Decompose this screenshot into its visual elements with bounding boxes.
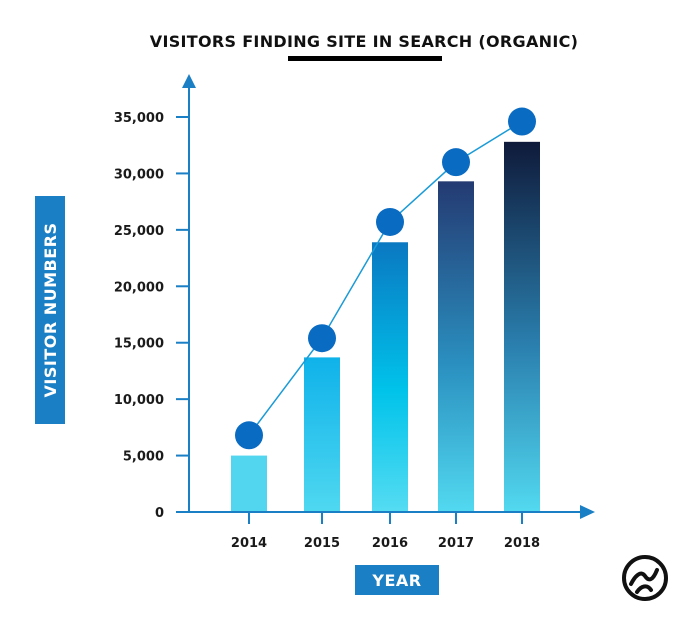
title-underline xyxy=(288,56,442,61)
bar-2018 xyxy=(504,141,540,513)
y-tick-label: 30,000 xyxy=(114,167,164,182)
y-axis-label: VISITOR NUMBERS xyxy=(41,223,60,398)
x-tick-label: 2015 xyxy=(304,536,340,551)
x-axis-label: YEAR xyxy=(371,571,421,590)
x-tick-label: 2016 xyxy=(372,536,408,551)
x-tick-label: 2018 xyxy=(504,536,540,551)
line-point-2017 xyxy=(442,148,470,177)
x-axis-arrow-icon xyxy=(580,505,595,519)
y-tick-label: 20,000 xyxy=(114,280,164,295)
y-tick-label: 5,000 xyxy=(123,450,164,465)
x-tick-label: 2017 xyxy=(438,536,474,551)
y-axis-arrow-icon xyxy=(182,74,196,88)
y-ticks: 0 5,000 10,000 15,000 20,000 25,000 30,000 35,0… xyxy=(114,111,189,521)
bar-2015 xyxy=(304,357,340,512)
y-tick-label: 10,000 xyxy=(114,393,164,408)
y-axis-label-badge: VISITOR NUMBERS xyxy=(35,196,65,424)
line-point-2018 xyxy=(508,107,536,136)
axes xyxy=(182,74,595,519)
bar-2017 xyxy=(438,181,474,513)
y-tick-label: 15,000 xyxy=(114,337,164,352)
y-tick-label: 35,000 xyxy=(114,111,164,126)
bar-group xyxy=(231,141,540,513)
line-point-2015 xyxy=(308,324,336,353)
bar-2014 xyxy=(231,455,267,512)
y-tick-label: 0 xyxy=(155,506,164,521)
y-tick-label: 25,000 xyxy=(114,224,164,239)
x-ticks: 2014 2015 2016 2017 2018 xyxy=(231,512,540,551)
x-axis-label-badge: YEAR xyxy=(355,565,439,595)
bar-2016 xyxy=(372,242,408,512)
line-series xyxy=(235,107,536,450)
line-point-2014 xyxy=(235,421,263,450)
swirl-logo-icon xyxy=(622,555,668,601)
chart-title: VISITORS FINDING SITE IN SEARCH (ORGANIC… xyxy=(150,32,578,51)
line-point-2016 xyxy=(376,207,404,236)
x-tick-label: 2014 xyxy=(231,536,267,551)
